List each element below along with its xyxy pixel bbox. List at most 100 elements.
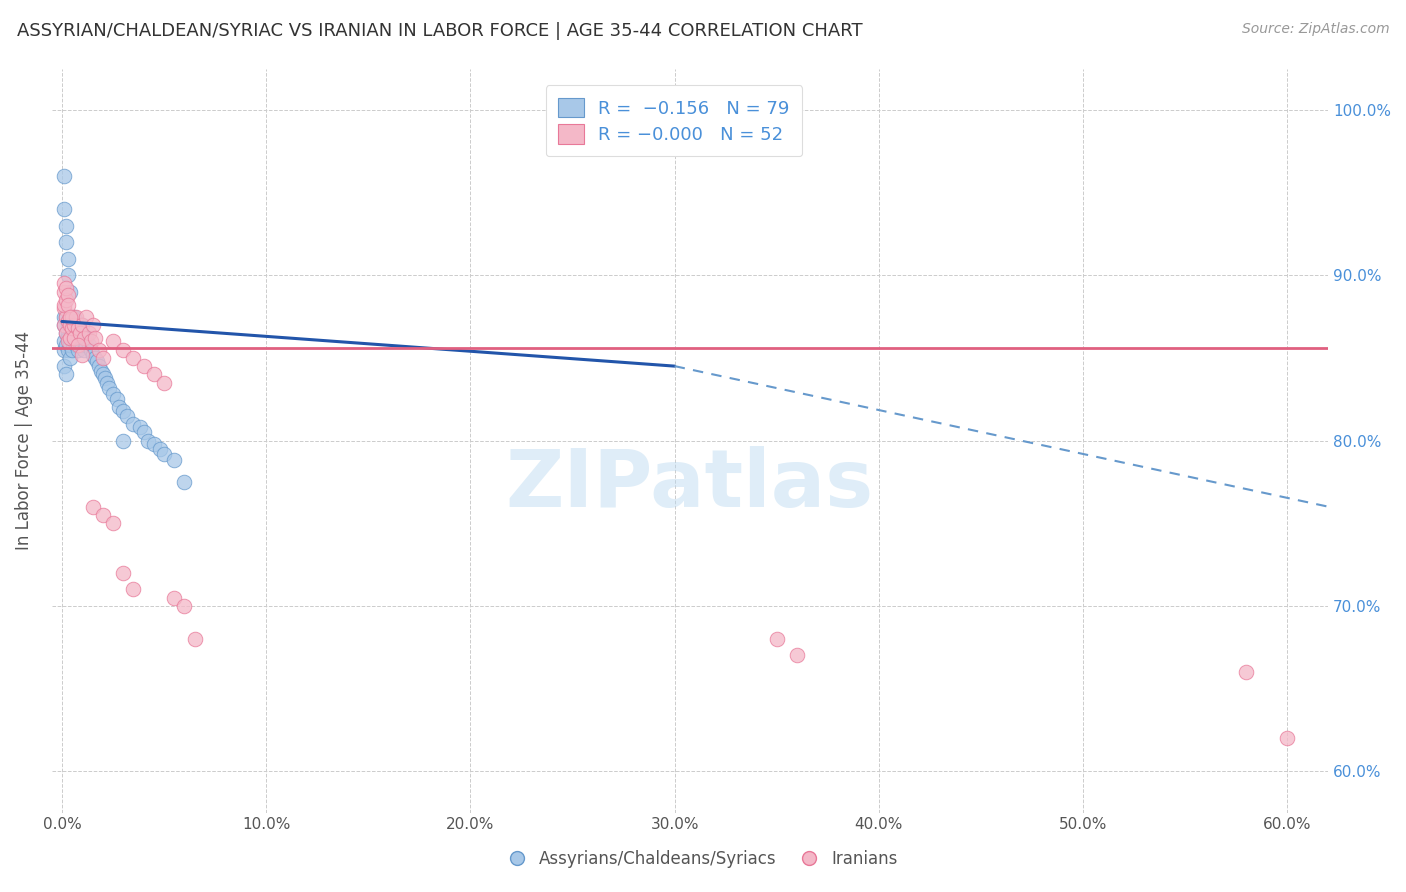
Point <box>73 343 96 357</box>
Point <box>55 293 77 307</box>
Point <box>142 437 165 451</box>
Point <box>73 331 96 345</box>
Point <box>53 301 76 316</box>
Point <box>56 326 79 340</box>
Point <box>63 318 86 332</box>
Point <box>55 326 77 340</box>
Point <box>153 447 176 461</box>
Point <box>55 310 77 324</box>
Point <box>67 337 90 351</box>
Point <box>56 314 79 328</box>
Point <box>65 331 87 345</box>
Point <box>55 337 77 351</box>
Point <box>59 310 82 324</box>
Point <box>91 368 114 382</box>
Point <box>153 376 176 390</box>
Point <box>86 354 108 368</box>
Point <box>101 387 124 401</box>
Point <box>60 321 83 335</box>
Point <box>79 343 101 357</box>
Point <box>59 310 82 324</box>
Point <box>56 252 79 266</box>
Point <box>59 331 82 345</box>
Point <box>122 417 145 431</box>
Point <box>112 343 135 357</box>
Point <box>1236 665 1258 679</box>
Point <box>55 368 77 382</box>
Point <box>55 326 77 340</box>
Point <box>53 334 76 349</box>
Point <box>53 202 76 216</box>
Point <box>75 331 97 345</box>
Point <box>108 401 131 415</box>
Point <box>59 321 82 335</box>
Point <box>69 318 91 332</box>
Point <box>183 632 205 646</box>
Point <box>53 318 76 332</box>
Point <box>105 392 128 407</box>
Point <box>122 351 145 365</box>
Point <box>55 235 77 249</box>
Point <box>79 334 101 349</box>
Point <box>53 298 76 312</box>
Point <box>67 331 90 345</box>
Point <box>136 434 159 448</box>
Point <box>90 364 112 378</box>
Y-axis label: In Labor Force | Age 35-44: In Labor Force | Age 35-44 <box>15 331 32 550</box>
Point <box>53 169 76 183</box>
Point <box>59 331 82 345</box>
Point <box>96 376 118 390</box>
Point <box>56 288 79 302</box>
Point <box>87 343 110 357</box>
Point <box>56 334 79 349</box>
Point <box>60 343 83 357</box>
Point <box>75 310 97 324</box>
Point <box>60 310 83 324</box>
Point <box>122 582 145 597</box>
Point <box>53 277 76 291</box>
Point <box>59 285 82 299</box>
Text: Source: ZipAtlas.com: Source: ZipAtlas.com <box>1241 22 1389 37</box>
Point <box>55 219 77 233</box>
Point <box>63 331 86 345</box>
Point <box>128 420 150 434</box>
Point <box>60 334 83 349</box>
Point <box>60 321 83 335</box>
Point <box>53 310 76 324</box>
Point <box>163 453 186 467</box>
Point <box>63 334 86 349</box>
Point <box>59 318 82 332</box>
Point <box>60 314 83 328</box>
Point <box>69 337 91 351</box>
Point <box>75 337 97 351</box>
Point <box>77 326 100 340</box>
Point <box>60 310 83 324</box>
Text: ZIPatlas: ZIPatlas <box>506 446 875 524</box>
Point <box>65 314 87 328</box>
Point <box>1277 731 1299 746</box>
Point <box>53 343 76 357</box>
Point <box>83 351 105 365</box>
Point <box>786 648 808 663</box>
Point <box>82 500 104 514</box>
Point <box>72 318 94 332</box>
Point <box>91 351 114 365</box>
Point <box>69 326 91 340</box>
Point <box>72 347 94 361</box>
Point <box>91 508 114 522</box>
Point <box>112 566 135 580</box>
Point <box>149 442 172 456</box>
Point <box>55 310 77 324</box>
Text: ASSYRIAN/CHALDEAN/SYRIAC VS IRANIAN IN LABOR FORCE | AGE 35-44 CORRELATION CHART: ASSYRIAN/CHALDEAN/SYRIAC VS IRANIAN IN L… <box>17 22 862 40</box>
Point <box>65 310 87 324</box>
Point <box>67 343 90 357</box>
Point <box>77 337 100 351</box>
Point <box>60 331 83 345</box>
Point <box>72 318 94 332</box>
Point <box>73 331 96 345</box>
Point <box>56 298 79 312</box>
Legend: Assyrians/Chaldeans/Syriacs, Iranians: Assyrians/Chaldeans/Syriacs, Iranians <box>502 844 904 875</box>
Point <box>59 351 82 365</box>
Point <box>56 343 79 357</box>
Point <box>63 318 86 332</box>
